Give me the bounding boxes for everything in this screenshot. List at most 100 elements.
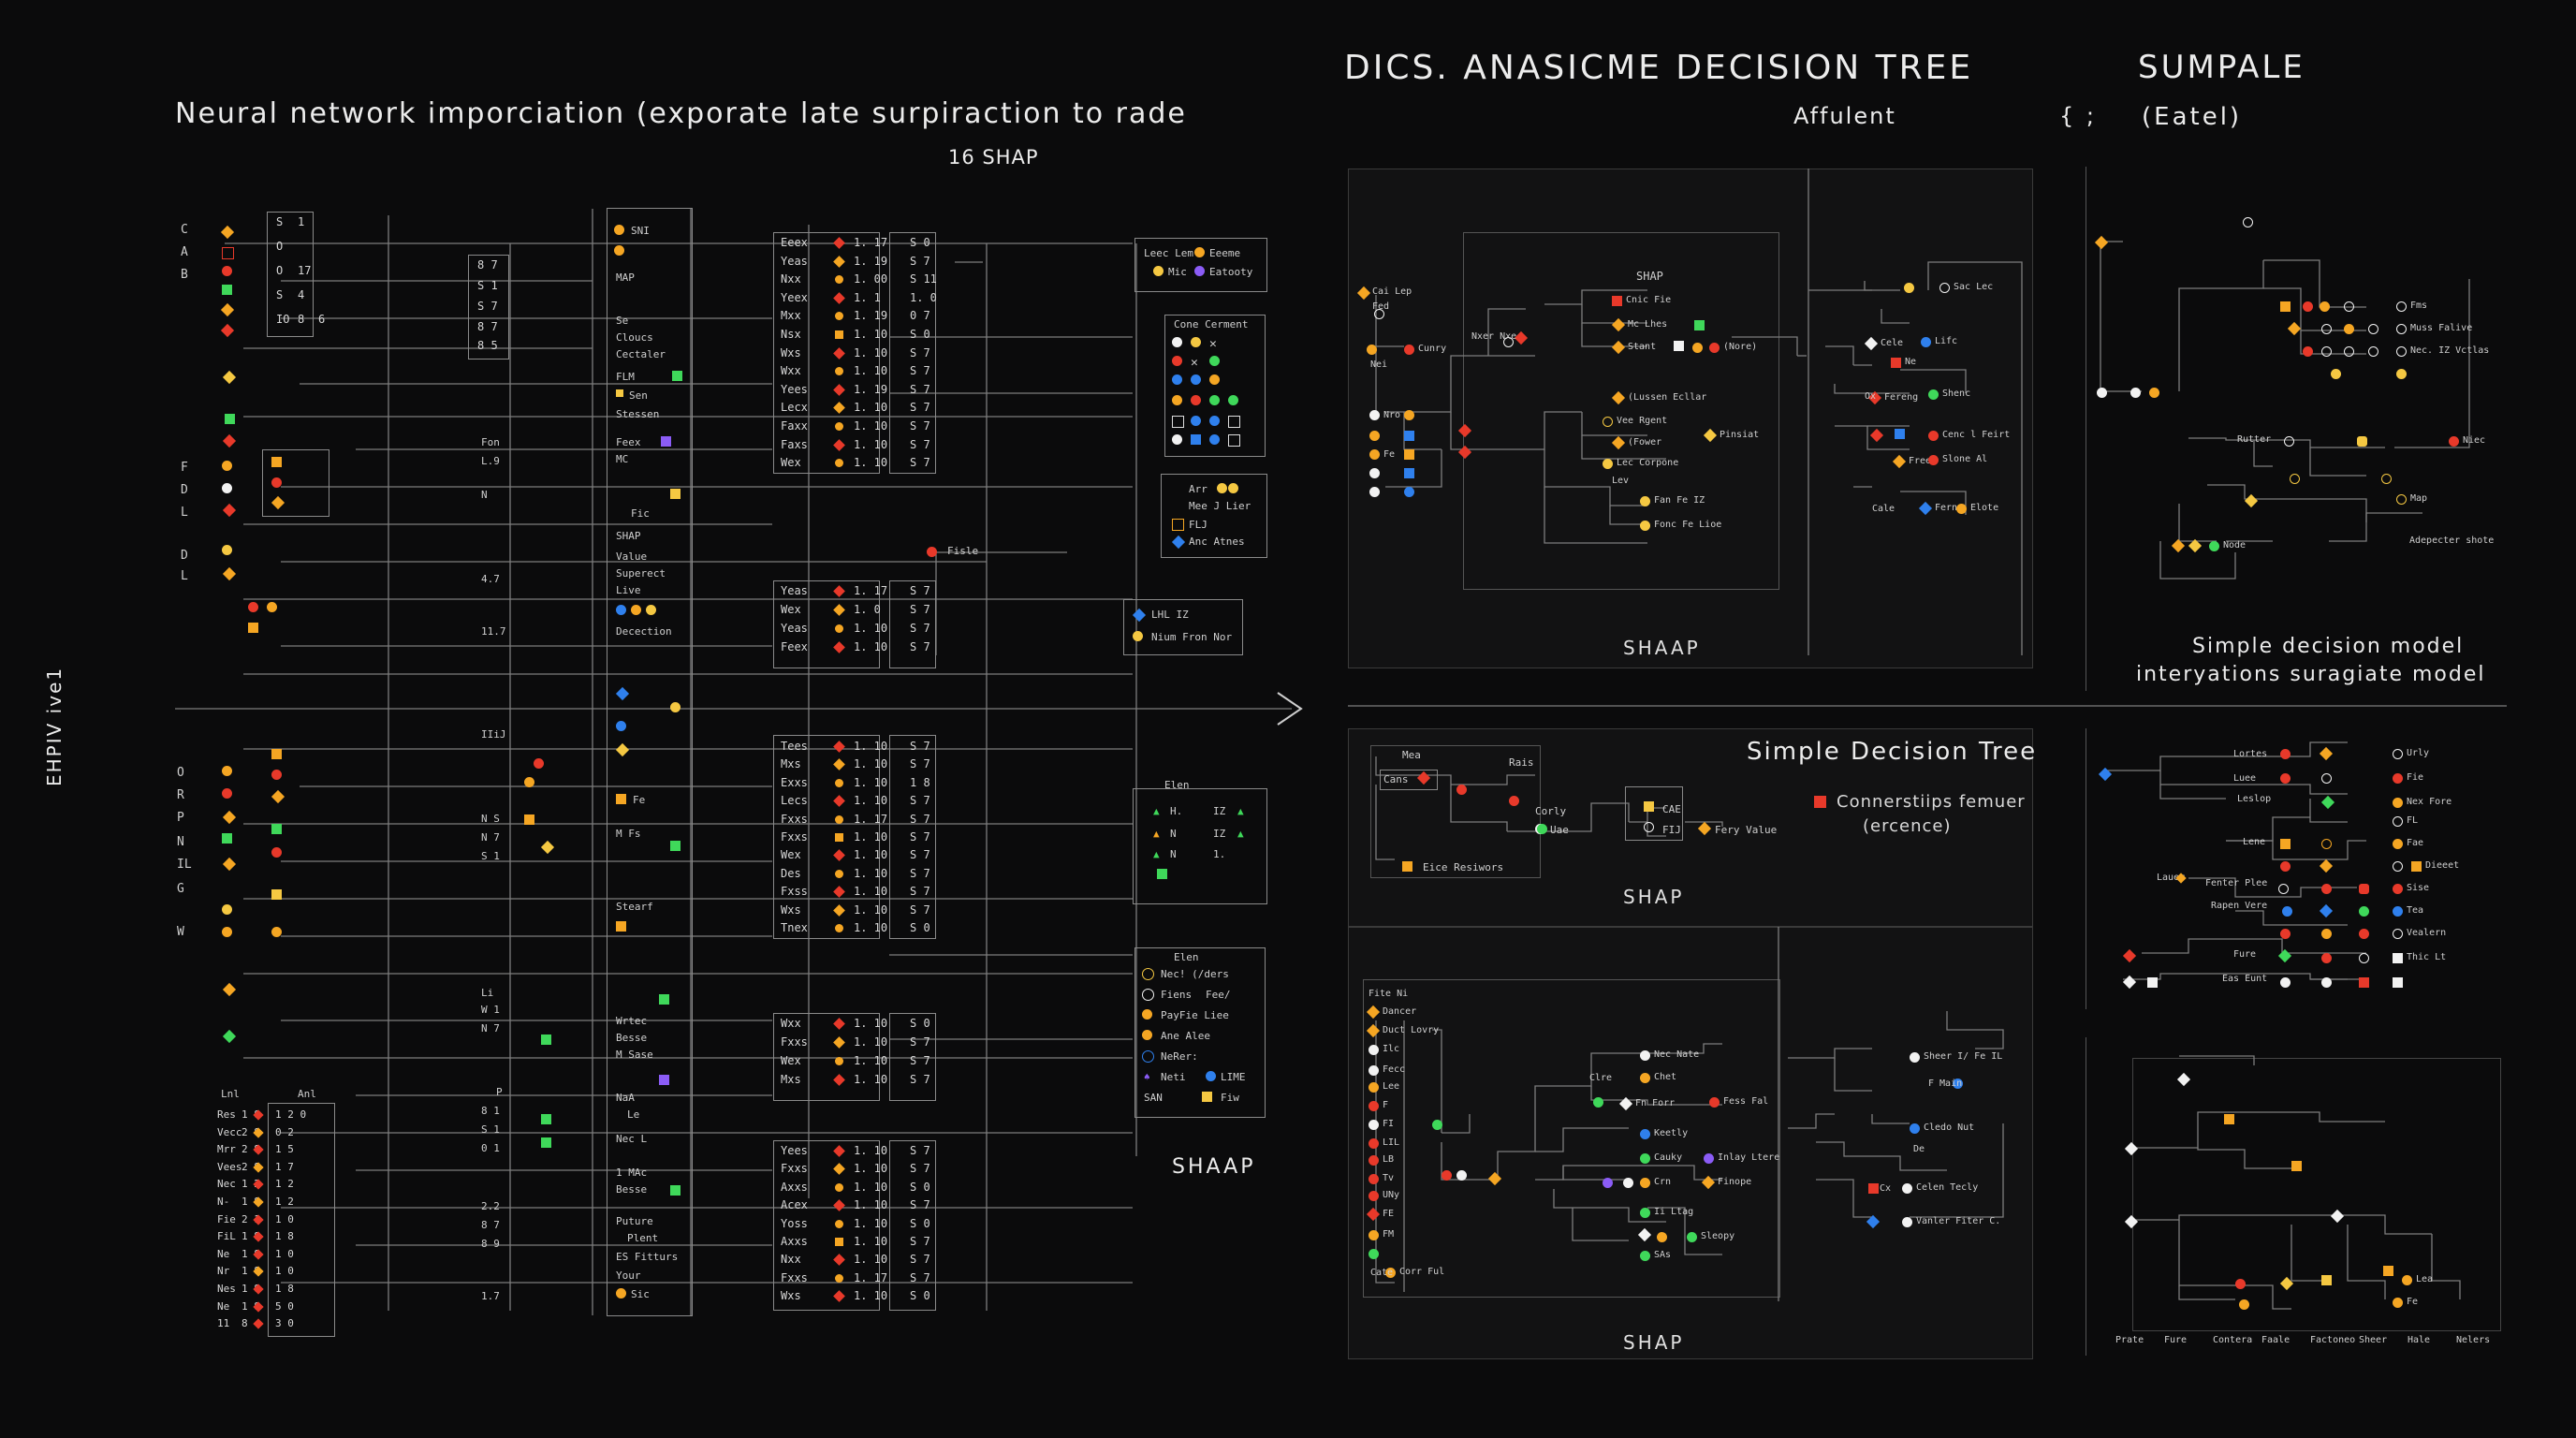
left-subtitle: 16 SHAP [948,146,1039,169]
x-icon: ✕ [1209,337,1217,351]
node-label: Cledo Nut [1924,1123,1975,1133]
dot-icon [2235,1279,2246,1289]
orange-square-icon [271,457,282,467]
node-label: Lev [1612,476,1630,486]
node-label: Vealern [2407,928,2447,938]
node-label: LB [1383,1154,1395,1165]
dot-icon [2393,839,2403,849]
shap-value: S 7 [910,640,930,653]
legend-label: LIME [1221,1071,1246,1083]
misc-label: 8 9 [481,1238,500,1250]
row-key: Mrr [217,1143,236,1156]
node-label: Dieeet [2425,860,2460,871]
tree-b-footer: SHAP [1623,886,1685,908]
dot-icon [1640,496,1650,506]
value-number: 1. 10 [854,794,888,808]
row-value-b: 0 2 [275,1125,294,1138]
value-key: Wex [781,848,801,862]
orange-square-icon [248,623,258,633]
feature-label: Se [616,315,629,327]
red-square-icon [1814,796,1826,808]
feature-label: Sen [629,389,648,402]
tree-c-inner-box [1363,979,1780,1298]
dot-icon [2393,884,2403,894]
value-key: Mxx [781,309,801,323]
ring-icon [2321,324,2332,334]
value-number: 1. 19 [854,382,888,396]
green-square-icon [541,1137,551,1148]
orange-dot-icon [222,927,232,937]
dot-icon [2321,929,2332,939]
node-label: Cate [1370,1268,1394,1278]
mid-cell: 8 7 [477,258,498,271]
red-dot-icon [248,602,258,612]
shap-value: S 7 [910,382,930,396]
value-number: 1. 10 [854,456,888,470]
legend-6 [1134,947,1266,1118]
value-key: Yeas [781,622,808,635]
yellow-dot-icon [222,545,232,555]
tree-icon: ♠ [1144,1071,1150,1083]
orange-dot-icon [1142,1009,1152,1020]
shap-value: S 7 [910,345,930,360]
dot-icon [2280,929,2291,939]
row-key: Nec [217,1178,236,1191]
node-label: CAE [1662,803,1681,815]
ring-icon [2393,749,2403,759]
value-table-2-box [773,580,880,668]
blue-square-icon [1191,434,1201,445]
value-number: 1. 10 [854,437,888,451]
blue-dot-icon [1209,434,1220,445]
feature-label: Stessen [616,408,660,420]
row-key: Ne [217,1299,230,1313]
node-label: Mea [1402,749,1421,761]
blue-dot-icon [1191,374,1201,385]
value-table-3-side-box [889,735,936,939]
shap-value: S 7 [910,1035,930,1049]
shap-value: S 7 [910,364,930,378]
square-icon [2321,1275,2332,1285]
green-square-icon [541,1114,551,1124]
feature-label: Decection [616,625,672,638]
value-number: 1. 10 [854,1198,888,1212]
mid-cell: S 1 [477,279,498,292]
yellow-square-icon [616,389,623,397]
row-letter: A [181,245,188,259]
dot-icon [1904,283,1914,293]
legend-label: Anc Atnes [1189,536,1245,548]
misc-label: S 1 [481,850,500,862]
dot-icon [1456,785,1467,795]
feature-label: Superect [616,567,666,580]
yellow-dot-icon [1191,337,1201,347]
value-key: Fxxs [781,1270,808,1284]
node-label: Cans [1383,773,1409,785]
row-value-b: 1 5 [275,1143,294,1156]
value-key: Yeas [781,254,808,268]
dot-icon [2282,906,2292,917]
side-cell: O [276,240,284,253]
dot-icon [1369,431,1380,441]
feature-label: Nec L [616,1133,648,1145]
tree-a-inner-box [1463,232,1779,590]
feature-label: Besse [616,1032,648,1044]
orange-dot-icon [835,459,843,468]
shap-value: S 7 [910,584,930,597]
feature-label: M Fs [616,828,641,840]
value-key: Eeex [781,236,808,249]
shap-value: S 7 [910,419,930,433]
dot-icon [1928,389,1939,400]
dot-icon [1956,504,1967,514]
shap-value: S 7 [910,1253,930,1267]
dot-icon [2393,773,2403,784]
shap-value: S 0 [910,328,930,341]
square-icon [1891,358,1901,368]
dot-icon [1704,1153,1714,1164]
node-label: Lifc [1935,336,1958,346]
row-value-b: 5 0 [275,1299,294,1313]
value-number: 1. 10 [854,902,888,917]
node-label: Celen Tecly [1916,1182,1979,1193]
node-label: Cnic Fie [1626,295,1672,305]
dot-icon [1687,1232,1697,1242]
node-label: Clre [1589,1073,1613,1083]
value-key: Wxs [781,902,801,917]
